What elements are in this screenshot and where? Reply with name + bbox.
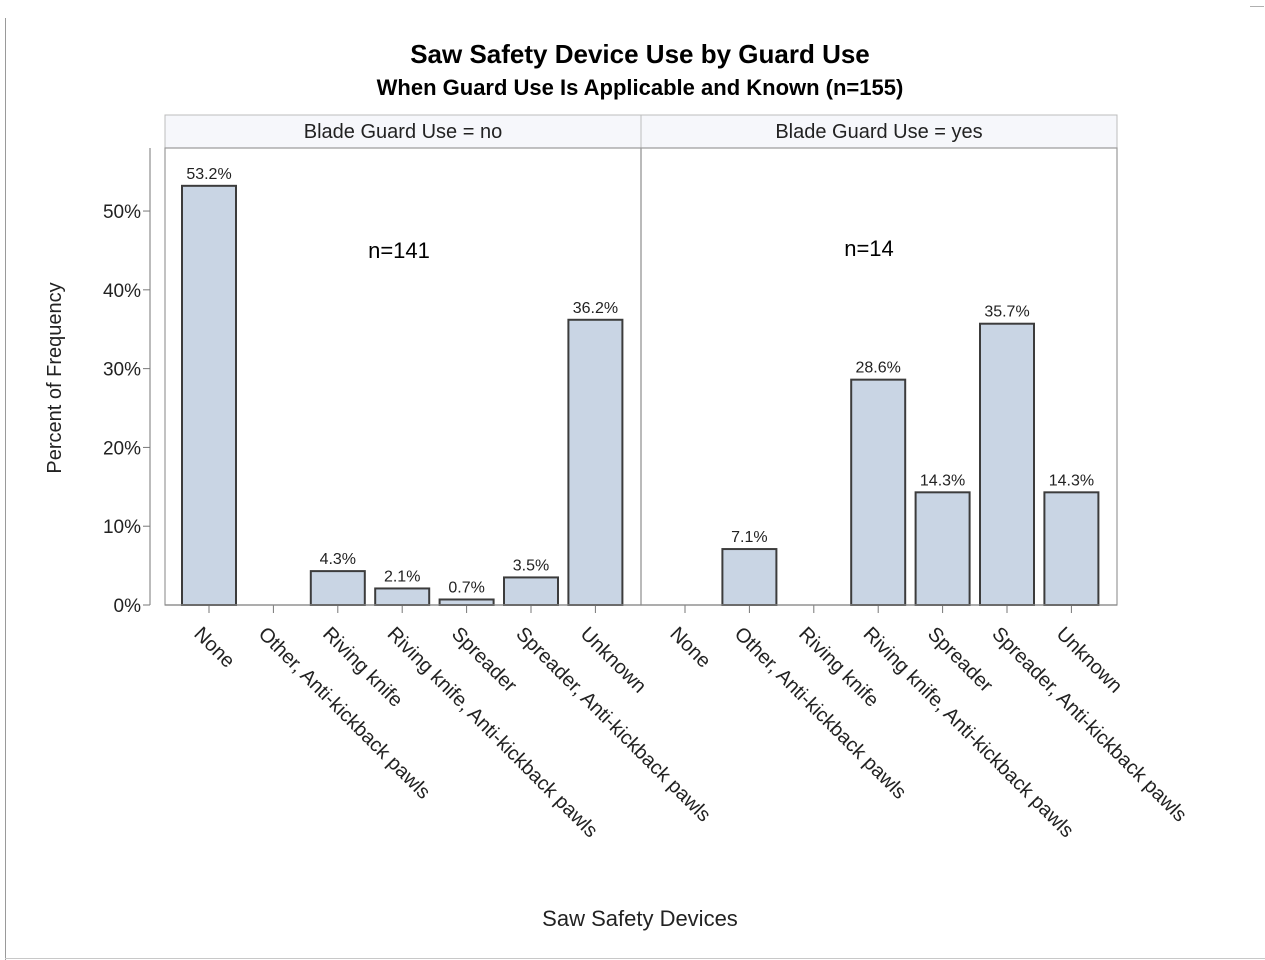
bar-value-label: 3.5% (513, 557, 549, 574)
bar-value-label: 36.2% (573, 300, 618, 317)
bar (309, 570, 366, 606)
x-axis-label: Saw Safety Devices (542, 906, 738, 931)
panel-sample-size: n=141 (368, 238, 430, 263)
window-corner-mark (1250, 6, 1264, 7)
panel-header (164, 114, 642, 149)
y-axis-label: Percent of Frequency (44, 282, 66, 473)
bar-value-label: 2.1% (384, 568, 420, 585)
bar (721, 548, 778, 606)
bar (914, 491, 971, 607)
bar (1043, 491, 1100, 607)
y-tick-label: 0% (114, 596, 142, 617)
bar (503, 576, 559, 607)
bar (850, 378, 907, 607)
panel-header-label: Blade Guard Use = no (304, 121, 502, 143)
panel-header-label: Blade Guard Use = yes (775, 121, 982, 143)
y-tick-label: 30% (103, 360, 141, 381)
bar (567, 318, 624, 606)
bar (979, 322, 1035, 606)
bar-value-label: 7.1% (731, 529, 767, 546)
bar-value-label: 28.6% (856, 360, 901, 377)
window-left-border (5, 18, 6, 960)
window-bottom-border (5, 958, 1265, 959)
bar-value-label: 14.3% (1049, 472, 1094, 489)
chart-subtitle: When Guard Use Is Applicable and Known (… (377, 75, 904, 100)
bar (374, 587, 431, 606)
bar (181, 184, 237, 607)
bar-value-label: 4.3% (320, 551, 356, 568)
y-tick-label: 40% (103, 281, 141, 302)
bar-value-label: 0.7% (448, 579, 484, 596)
y-tick-label: 20% (103, 438, 141, 459)
x-tick-label: None (665, 623, 714, 672)
x-tick-label: None (189, 623, 238, 672)
bar-value-label: 14.3% (920, 472, 965, 489)
chart-title: Saw Safety Device Use by Guard Use (410, 39, 870, 69)
panel-2: Blade Guard Use = yesn=14None7.1%Other, … (640, 114, 1191, 842)
y-tick-label: 50% (103, 202, 141, 223)
y-tick-label: 10% (103, 517, 141, 538)
bar (438, 598, 495, 607)
bar-value-label: 35.7% (984, 304, 1029, 321)
panel-sample-size: n=14 (844, 236, 894, 261)
panel-header (640, 114, 1118, 149)
bar-value-label: 53.2% (186, 166, 231, 183)
y-axis: 0% 10% 20% 30% 40% 50% (103, 148, 151, 617)
